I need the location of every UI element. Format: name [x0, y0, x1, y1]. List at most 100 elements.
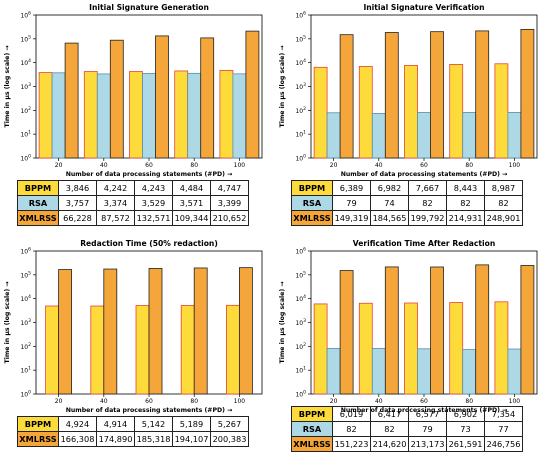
y-tick-label: 100	[295, 390, 306, 399]
table-cell: 82	[332, 421, 371, 437]
y-axis-label: Time in µs (log scale) →	[4, 45, 11, 127]
bar-rsa-20	[326, 347, 341, 395]
x-tick-label: 100	[234, 162, 246, 169]
y-tick-label: 105	[20, 34, 31, 43]
bar-bppm-60	[129, 71, 143, 159]
y-tick-label: 105	[295, 34, 306, 43]
x-tick-label: 100	[234, 398, 246, 405]
bar-bppm-20	[45, 305, 59, 395]
bar-rsa-60	[417, 111, 431, 159]
y-tick-label: 106	[20, 247, 31, 256]
table-cell: 4,914	[96, 416, 135, 432]
x-tick-label: 100	[509, 162, 521, 169]
x-tick-label: 60	[145, 162, 153, 169]
x-tick-label: 40	[375, 162, 383, 169]
table-cell: 210,652	[210, 210, 249, 226]
table-cell: 6,982	[370, 180, 409, 196]
bar-bppm-100	[219, 69, 234, 159]
chart-redaction-time: Redaction Time (50% redaction) 100 101 102 1…	[0, 236, 272, 414]
table-cell: 79	[332, 195, 371, 211]
table-cell: 3,399	[210, 195, 249, 211]
bar-bppm-80	[180, 305, 195, 395]
table-row: RSA 79 74 82 82 82	[291, 195, 523, 211]
table-cell: 3,846	[58, 180, 97, 196]
x-tick-label: 20	[55, 398, 63, 405]
table-cell: 3,757	[58, 195, 97, 211]
table-row: BPPM 6,019 6,417 6,577 6,902 7,354	[291, 406, 523, 422]
table-cell: 200,383	[210, 431, 249, 447]
y-tick-label: 102	[295, 342, 306, 351]
y-tick-label: 100	[295, 154, 306, 163]
x-tick-label: 60	[420, 398, 428, 405]
y-tick-label: 103	[295, 318, 306, 327]
table-cell: 4,747	[210, 180, 249, 196]
bar-bppm-20	[38, 72, 53, 159]
bar-rsa-100	[507, 111, 522, 159]
x-tick-label: 80	[465, 398, 473, 405]
bar-xmlrss-60	[155, 35, 169, 159]
bar-bppm-100	[494, 63, 509, 159]
bar-xmlrss-20	[58, 269, 72, 395]
y-tick-label: 102	[295, 106, 306, 115]
table-cell: 5,267	[210, 416, 249, 432]
table-cell: 199,792	[408, 210, 447, 226]
x-axis-label: Number of data processing statements (#P…	[66, 171, 233, 178]
y-tick-label: 101	[20, 366, 31, 375]
table-cell: 4,242	[96, 180, 135, 196]
bar-xmlrss-40	[384, 32, 399, 159]
bar-xmlrss-80	[200, 37, 215, 159]
table-row: BPPM 6,389 6,982 7,667 8,443 8,987	[291, 180, 523, 196]
table-row: XMLRSS 151,223 214,620 213,173 261,591 246,75…	[291, 436, 523, 452]
bar-bppm-80	[174, 70, 189, 159]
row-label: BPPM	[291, 406, 333, 422]
chart-svg: Redaction Time (50% redaction) 100 101 102 1…	[4, 239, 263, 414]
chart-initial-signature-generation: Initial Signature Generation 100 101 102 103…	[0, 0, 272, 178]
bar-xmlrss-100	[520, 28, 535, 159]
x-axis-label: Number of data processing statements (#P…	[66, 407, 233, 414]
y-tick-label: 104	[20, 58, 31, 67]
bar-xmlrss-100	[245, 30, 260, 159]
table-cell: 174,890	[96, 431, 135, 447]
table-cell: 82	[370, 421, 409, 437]
table-row: XMLRSS 166,308 174,890 185,318 194,107 200,38…	[17, 431, 249, 447]
row-label: BPPM	[291, 180, 333, 196]
y-tick-label: 101	[295, 130, 306, 139]
chart-title: Initial Signature Generation	[89, 3, 209, 12]
row-label: BPPM	[17, 180, 59, 196]
bar-xmlrss-60	[148, 268, 163, 395]
bar-rsa-60	[142, 73, 156, 159]
y-tick-label: 106	[20, 11, 31, 20]
bar-rsa-80	[187, 72, 202, 159]
bar-bppm-40	[358, 65, 373, 159]
table-cell: 8,987	[484, 180, 523, 196]
x-tick-label: 100	[509, 398, 521, 405]
y-tick-label: 103	[295, 82, 306, 91]
y-tick-label: 103	[20, 318, 31, 327]
table-cell: 87,572	[96, 210, 135, 226]
data-table-initial-signature-generation: BPPM 3,846 4,242 4,243 4,484 4,747 RSA 3,757 3,3…	[17, 180, 249, 226]
y-tick-label: 100	[20, 154, 31, 163]
table-row: BPPM 4,924 4,914 5,142 5,189 5,267	[17, 416, 249, 432]
y-tick-label: 106	[295, 247, 306, 256]
x-tick-label: 20	[55, 162, 63, 169]
table-cell: 149,319	[332, 210, 371, 226]
table-cell: 73	[446, 421, 485, 437]
bar-rsa-20	[326, 112, 341, 159]
table-cell: 6,577	[408, 406, 447, 422]
table-cell: 151,223	[332, 436, 371, 452]
table-cell: 7,667	[408, 180, 447, 196]
table-cell: 194,107	[172, 431, 211, 447]
bar-bppm-100	[225, 304, 240, 395]
bar-bppm-20	[313, 303, 328, 395]
bar-bppm-60	[404, 65, 418, 159]
chart-title: Initial Signature Verification	[363, 3, 484, 12]
x-tick-label: 40	[375, 398, 383, 405]
y-tick-label: 104	[295, 58, 306, 67]
table-cell: 66,228	[58, 210, 97, 226]
chart-verification-after-redaction: Verification Time After Redaction 100 101 1…	[275, 236, 547, 414]
y-tick-label: 105	[295, 270, 306, 279]
bar-bppm-40	[358, 302, 373, 395]
bar-xmlrss-40	[109, 39, 124, 159]
table-row: RSA 82 82 79 73 77	[291, 421, 523, 437]
table-cell: 132,571	[134, 210, 173, 226]
